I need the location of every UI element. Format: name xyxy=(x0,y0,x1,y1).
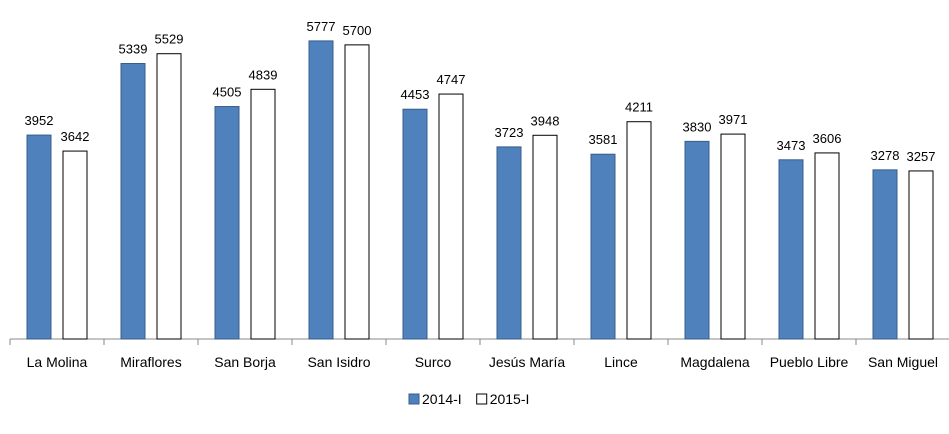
bar xyxy=(908,170,934,340)
x-tick-label: Pueblo Libre xyxy=(769,354,849,370)
legend-swatch xyxy=(408,393,420,405)
value-label: 5339 xyxy=(119,42,148,57)
bar xyxy=(872,169,898,340)
bar xyxy=(308,40,334,340)
bar xyxy=(62,150,88,340)
legend-label: 2015-I xyxy=(490,391,530,407)
x-tick-label: San Isidro xyxy=(307,354,371,370)
x-tick-label: San Borja xyxy=(214,354,276,370)
bar xyxy=(778,159,804,340)
legend-swatch xyxy=(476,393,488,405)
bar xyxy=(720,133,746,340)
bar xyxy=(26,134,52,340)
x-tick-label: La Molina xyxy=(26,354,88,370)
value-label: 3278 xyxy=(871,148,900,163)
value-label: 3642 xyxy=(61,129,90,144)
bar xyxy=(590,153,616,340)
x-tick-label: Magdalena xyxy=(680,354,750,370)
value-label: 3723 xyxy=(495,125,524,140)
x-tick-label: San Miguel xyxy=(867,354,939,370)
bar xyxy=(250,88,276,340)
value-label: 4839 xyxy=(249,67,278,82)
x-tick-label: Surco xyxy=(414,354,452,370)
bar xyxy=(156,53,182,340)
value-label: 4747 xyxy=(437,72,466,87)
bar xyxy=(438,93,464,340)
x-tick-label: Jesús María xyxy=(488,354,566,370)
value-label: 3952 xyxy=(25,113,54,128)
value-label: 3948 xyxy=(531,113,560,128)
bar xyxy=(814,152,840,340)
value-label: 3971 xyxy=(719,112,748,127)
x-tick-label: Lince xyxy=(604,354,638,370)
bar xyxy=(496,146,522,340)
value-label: 5777 xyxy=(307,19,336,34)
legend-label: 2014-I xyxy=(422,391,462,407)
bar xyxy=(626,121,652,340)
bar xyxy=(402,108,428,340)
bar xyxy=(684,140,710,340)
value-label: 3606 xyxy=(813,131,842,146)
value-label: 5700 xyxy=(343,23,372,38)
value-label: 4453 xyxy=(401,87,430,102)
bar xyxy=(344,44,370,340)
value-label: 4505 xyxy=(213,85,242,100)
value-label: 3257 xyxy=(907,149,936,164)
value-label: 3830 xyxy=(683,119,712,134)
bar xyxy=(120,63,146,340)
value-label: 3581 xyxy=(589,132,618,147)
value-label: 3473 xyxy=(777,138,806,153)
value-label: 5529 xyxy=(155,32,184,47)
bar xyxy=(532,134,558,340)
x-tick-label: Miraflores xyxy=(120,354,182,370)
value-label: 4211 xyxy=(625,100,653,115)
bar xyxy=(214,106,240,340)
